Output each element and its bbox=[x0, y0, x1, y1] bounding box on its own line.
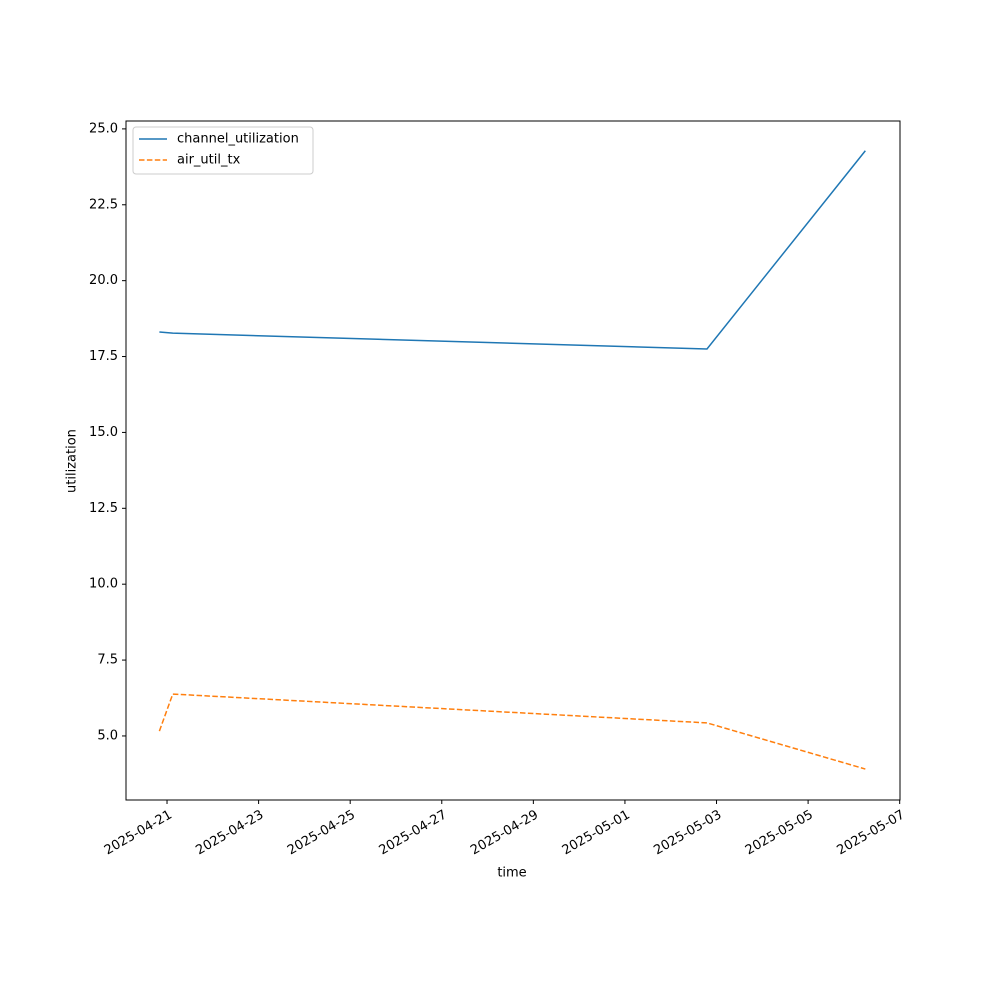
x-axis-label: time bbox=[497, 866, 526, 881]
y-tick-label: 20.0 bbox=[89, 273, 118, 288]
y-tick-label: 5.0 bbox=[97, 728, 118, 743]
y-tick-label: 10.0 bbox=[89, 577, 118, 592]
y-tick-label: 7.5 bbox=[97, 653, 118, 668]
y-tick-label: 25.0 bbox=[89, 121, 118, 136]
series-line bbox=[158, 693, 866, 770]
legend-label: channel_utilization bbox=[177, 132, 299, 147]
y-tick-label: 12.5 bbox=[89, 501, 118, 516]
y-tick-label: 17.5 bbox=[89, 349, 118, 364]
series-line bbox=[159, 150, 866, 350]
y-tick-label: 15.0 bbox=[89, 425, 118, 440]
legend-frame bbox=[132, 126, 314, 175]
y-tick-label: 22.5 bbox=[89, 197, 118, 212]
y-axis-label: utilization bbox=[65, 429, 80, 493]
plot-frame bbox=[125, 120, 901, 801]
legend-label: air_util_tx bbox=[177, 153, 241, 168]
legend: channel_utilization air_util_tx bbox=[132, 126, 314, 175]
